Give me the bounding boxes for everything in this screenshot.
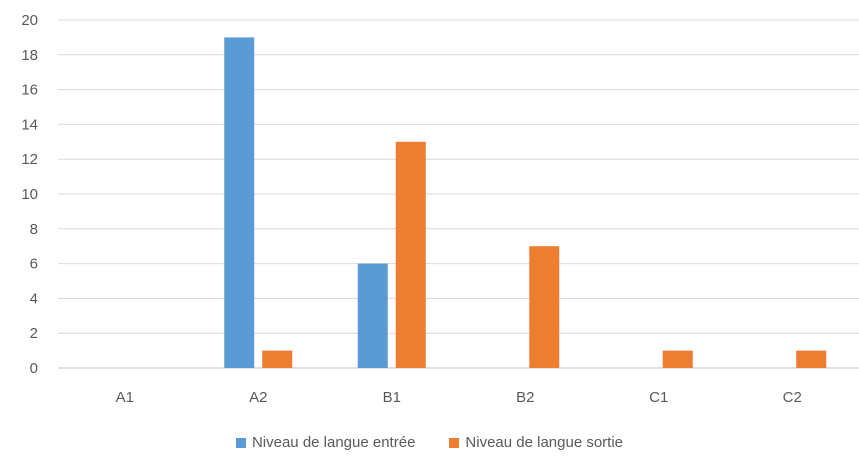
legend-swatch-entree [235, 437, 246, 448]
legend-swatch-sortie [449, 437, 460, 448]
y-tick-label-4: 4 [30, 290, 38, 307]
y-tick-label-12: 12 [21, 151, 38, 168]
x-tick-label-b1: B1 [383, 389, 401, 406]
bar-a2-series-0 [224, 37, 255, 369]
bar-c2-series-1 [796, 350, 827, 368]
y-tick-label-8: 8 [30, 221, 38, 238]
y-tick-label-6: 6 [30, 256, 38, 273]
bars [224, 37, 827, 369]
y-axis-ticks: 0 2 4 6 8 10 12 14 16 18 20 [21, 12, 38, 377]
bar-b1-series-0 [357, 263, 388, 368]
x-axis-ticks: A1 A2 B1 B2 C1 C2 [116, 389, 802, 406]
x-tick-label-b2: B2 [516, 389, 534, 406]
y-tick-label-18: 18 [21, 47, 38, 64]
gridlines [58, 19, 859, 369]
legend: Niveau de langue entrée Niveau de langue… [0, 434, 859, 451]
legend-label-entree: Niveau de langue entrée [251, 434, 416, 451]
x-tick-label-a1: A1 [116, 389, 134, 406]
x-tick-label-c1: C1 [649, 389, 668, 406]
y-tick-label-10: 10 [21, 186, 38, 203]
x-tick-label-a2: A2 [249, 389, 267, 406]
y-tick-label-16: 16 [21, 82, 38, 99]
y-tick-label-14: 14 [21, 116, 38, 133]
y-tick-label-2: 2 [30, 325, 38, 342]
legend-entry-sortie: Niveau de langue sortie [449, 434, 623, 451]
y-tick-label-20: 20 [21, 12, 38, 29]
bar-a2-series-1 [262, 350, 293, 368]
bar-b1-series-1 [395, 141, 426, 368]
legend-label-sortie: Niveau de langue sortie [465, 434, 624, 451]
bar-b2-series-1 [529, 246, 560, 368]
legend-entry-entree: Niveau de langue entrée [235, 434, 416, 451]
bar-c1-series-1 [662, 350, 693, 368]
y-tick-label-0: 0 [30, 360, 38, 377]
x-tick-label-c2: C2 [783, 389, 802, 406]
